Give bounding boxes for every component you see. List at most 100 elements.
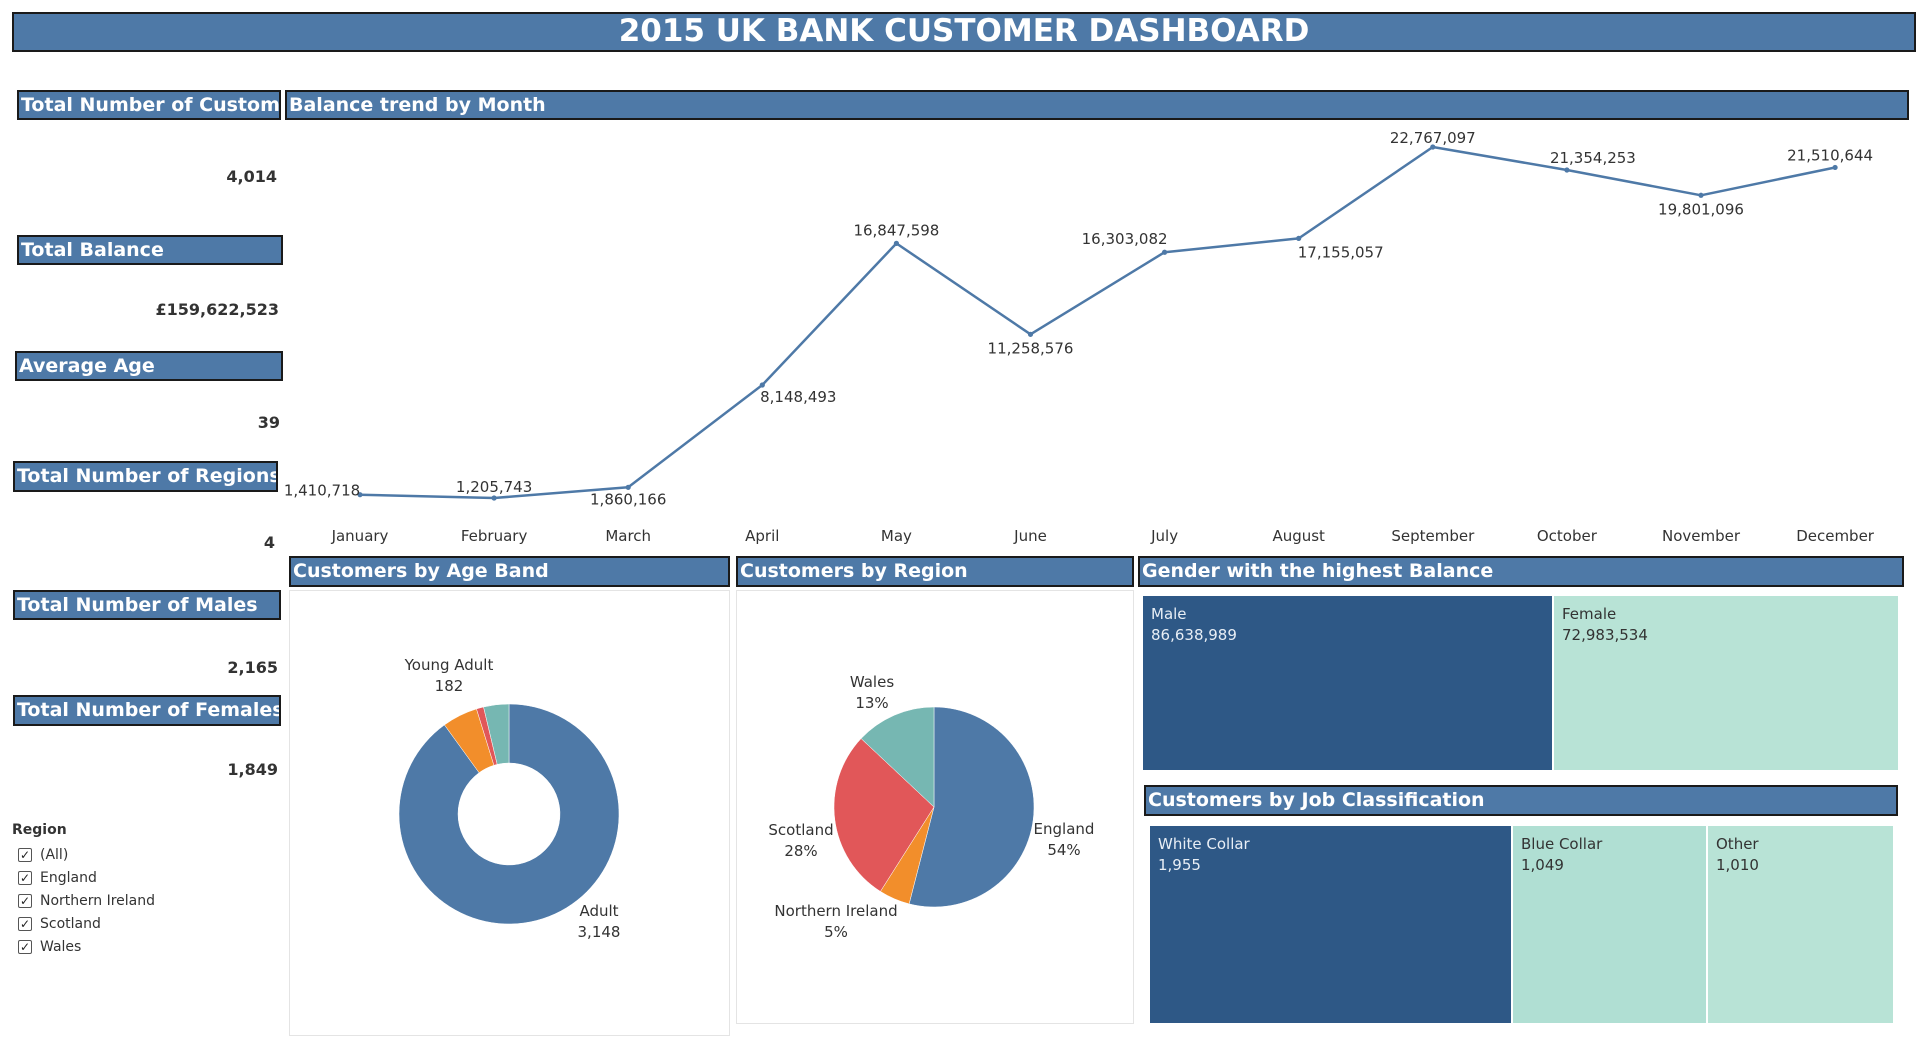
age-band-panel xyxy=(289,590,730,1036)
region-slice-label: Northern Ireland xyxy=(774,902,897,920)
filter-option-scotland[interactable]: ✓ Scotland xyxy=(12,912,232,935)
filter-option-label: Wales xyxy=(40,938,82,955)
trend-point-march[interactable] xyxy=(625,484,631,490)
filter-option-all[interactable]: ✓ (All) xyxy=(12,843,232,866)
trend-point-july[interactable] xyxy=(1162,249,1168,255)
gender-cell-female-label: Female xyxy=(1562,605,1617,623)
trend-x-tick-label: February xyxy=(461,527,528,545)
trend-x-tick-label: April xyxy=(745,527,779,545)
trend-point-june[interactable] xyxy=(1027,331,1034,337)
age-band-header: Customers by Age Band xyxy=(289,556,730,587)
trend-point-february[interactable] xyxy=(491,495,497,501)
region-slice-label: Scotland xyxy=(768,821,833,839)
filter-option-label: (All) xyxy=(40,846,69,863)
dashboard-title: 2015 UK BANK CUSTOMER DASHBOARD xyxy=(12,12,1916,52)
job-cell-other-label: Other xyxy=(1716,835,1759,853)
region-slice-england[interactable] xyxy=(908,706,1035,908)
trend-x-tick-label: May xyxy=(881,527,912,545)
job-cell-blue-collar[interactable]: Blue Collar 1,049 xyxy=(1513,826,1708,1023)
checkbox-icon[interactable]: ✓ xyxy=(18,870,32,885)
trend-x-tick-label: November xyxy=(1662,527,1741,545)
region-slice-scotland[interactable] xyxy=(833,738,935,892)
balance-trend-chart: 1,410,718 January 1,205,743 February 1,860,1… xyxy=(285,129,1875,545)
gender-cell-male-label: Male xyxy=(1151,605,1187,623)
gender-cell-male-value: 86,638,989 xyxy=(1151,626,1237,644)
job-cell-other[interactable]: Other 1,010 xyxy=(1708,826,1895,1023)
trend-point-april[interactable] xyxy=(759,382,765,388)
gender-cell-male[interactable]: Male 86,638,989 xyxy=(1143,596,1554,770)
region-slice-wales[interactable] xyxy=(860,706,935,808)
trend-x-tick-label: March xyxy=(605,527,651,545)
region-slice-label: Wales xyxy=(850,673,894,691)
kpi-customers-value: 4,014 xyxy=(226,167,277,186)
kpi-age-label: Average Age xyxy=(15,351,283,381)
filter-option-northern-ireland[interactable]: ✓ Northern Ireland xyxy=(12,889,232,912)
trend-x-tick-label: December xyxy=(1796,527,1875,545)
region-slice-value: 5% xyxy=(824,923,848,941)
trend-data-label: 16,847,598 xyxy=(853,221,939,239)
trend-point-september[interactable] xyxy=(1430,144,1436,150)
gender-cell-female-value: 72,983,534 xyxy=(1562,626,1648,644)
checkbox-icon[interactable]: ✓ xyxy=(18,893,32,908)
trend-point-august[interactable] xyxy=(1296,235,1302,241)
trend-x-tick-label: January xyxy=(331,527,389,545)
trend-x-tick-label: October xyxy=(1537,527,1598,545)
job-cell-blue-collar-value: 1,049 xyxy=(1521,856,1564,874)
checkbox-icon[interactable]: ✓ xyxy=(18,916,32,931)
trend-x-tick-label: August xyxy=(1272,527,1325,545)
kpi-regions-value: 4 xyxy=(263,533,275,552)
trend-point-january[interactable] xyxy=(357,492,363,498)
age-band-slice-value: 3,148 xyxy=(578,923,621,941)
job-cell-white-collar-value: 1,955 xyxy=(1158,856,1201,874)
age-band-slice-value: 182 xyxy=(435,677,464,695)
trend-data-label: 17,155,057 xyxy=(1298,243,1384,261)
age-band-slice-label: Adult xyxy=(579,902,618,920)
trend-x-tick-label: June xyxy=(1013,527,1047,545)
checkbox-icon[interactable]: ✓ xyxy=(18,847,32,862)
age-band-slice-segment-3[interactable] xyxy=(483,703,510,765)
trend-header: Balance trend by Month xyxy=(285,90,1909,120)
job-cell-blue-collar-label: Blue Collar xyxy=(1521,835,1603,853)
trend-point-october[interactable] xyxy=(1564,167,1570,173)
region-slice-value: 28% xyxy=(784,842,817,860)
trend-data-label: 8,148,493 xyxy=(760,388,836,406)
kpi-females-label: Total Number of Females xyxy=(13,695,281,726)
filter-option-england[interactable]: ✓ England xyxy=(12,866,232,889)
trend-data-label: 1,205,743 xyxy=(456,478,532,496)
trend-x-tick-label: September xyxy=(1391,527,1475,545)
region-pie-chart: England 54% Northern Ireland 5% Scotland 28% W… xyxy=(768,673,1095,941)
kpi-customers-label: Total Number of Customers xyxy=(17,90,281,120)
region-filter: Region ✓ (All) ✓ England ✓ Northern Ireland… xyxy=(12,822,232,958)
trend-data-label: 22,767,097 xyxy=(1390,129,1476,147)
kpi-regions-label: Total Number of Regions xyxy=(13,461,278,492)
age-band-donut-chart: Adult 3,148 Young Adult 182 xyxy=(398,656,621,941)
job-cell-white-collar[interactable]: White Collar 1,955 xyxy=(1150,826,1513,1023)
age-band-slice-adult[interactable] xyxy=(398,703,620,925)
checkbox-icon[interactable]: ✓ xyxy=(18,939,32,954)
trend-point-december[interactable] xyxy=(1832,164,1838,171)
age-band-slice-label: Young Adult xyxy=(404,656,494,674)
trend-data-label: 11,258,576 xyxy=(988,339,1074,357)
gender-treemap: Male 86,638,989 Female 72,983,534 xyxy=(1143,596,1900,770)
kpi-balance-label: Total Balance xyxy=(17,235,283,265)
balance-trend-line xyxy=(359,145,1836,500)
region-slice-value: 54% xyxy=(1047,841,1080,859)
trend-data-label: 1,410,718 xyxy=(285,482,360,500)
filter-option-label: Northern Ireland xyxy=(40,892,156,909)
trend-data-label: 16,303,082 xyxy=(1082,230,1168,248)
region-slice-value: 13% xyxy=(855,694,888,712)
region-slice-label: England xyxy=(1034,820,1095,838)
trend-data-label: 1,860,166 xyxy=(590,490,666,508)
region-header: Customers by Region xyxy=(736,556,1134,587)
region-filter-title: Region xyxy=(12,822,67,838)
kpi-females-value: 1,849 xyxy=(227,760,278,779)
gender-cell-female[interactable]: Female 72,983,534 xyxy=(1554,596,1900,770)
trend-data-label: 21,510,644 xyxy=(1787,146,1873,164)
trend-point-may[interactable] xyxy=(893,240,900,246)
filter-option-label: England xyxy=(40,869,97,886)
filter-option-wales[interactable]: ✓ Wales xyxy=(12,935,232,958)
gender-header: Gender with the highest Balance xyxy=(1138,556,1904,587)
trend-data-label: 19,801,096 xyxy=(1658,200,1744,218)
trend-point-november[interactable] xyxy=(1698,192,1704,198)
job-cell-white-collar-label: White Collar xyxy=(1158,835,1250,853)
